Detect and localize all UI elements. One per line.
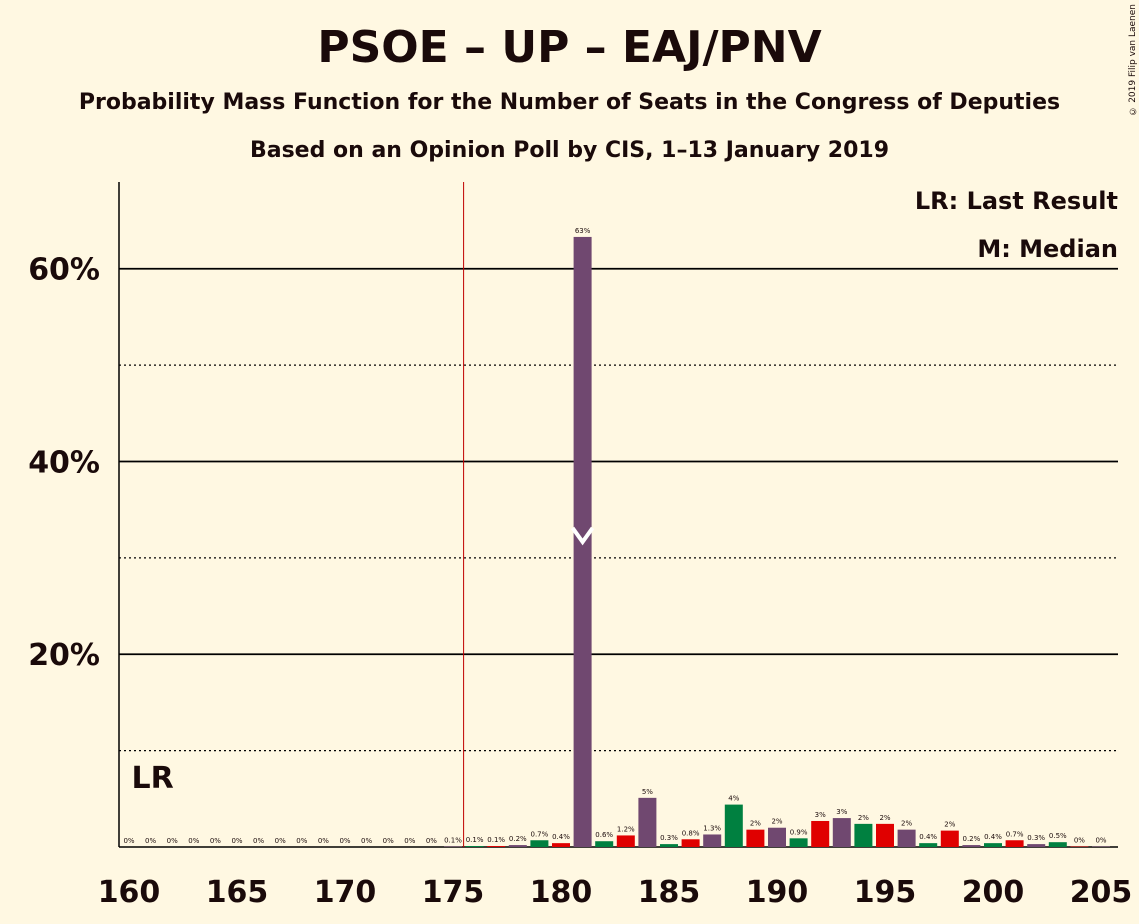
bar-data-label: 0.9% [790, 828, 808, 836]
bar-data-label: 2% [944, 821, 955, 829]
x-tick-label: 165 [206, 875, 269, 910]
bar [768, 827, 786, 847]
bar-data-label: 0.8% [682, 829, 700, 837]
bar-data-label: 2% [879, 814, 890, 822]
x-tick-label: 160 [98, 875, 161, 910]
x-tick-label: 200 [962, 875, 1025, 910]
bar-data-label: 4% [728, 795, 739, 803]
bar-data-label: 0.7% [1006, 830, 1024, 838]
bar-data-label: 3% [815, 811, 826, 819]
bar [530, 840, 549, 847]
bar-data-label: 0% [210, 837, 221, 845]
bar [746, 829, 765, 847]
x-tick-label: 170 [314, 875, 377, 910]
bar-data-label: 0% [1074, 837, 1085, 845]
bar-data-label: 0.7% [531, 830, 549, 838]
bar [681, 839, 700, 847]
bar-data-label: 0% [296, 837, 307, 845]
y-tick-label: 60% [28, 253, 100, 288]
bar [660, 844, 678, 847]
bar [940, 830, 959, 847]
bar [724, 804, 743, 847]
bar-data-label: 0.6% [595, 831, 613, 839]
legend-median: M: Median [977, 235, 1118, 263]
bar-data-label: 2% [771, 818, 782, 826]
bar-data-label: 0% [339, 837, 350, 845]
bar [854, 823, 873, 847]
bar-data-label: 0.4% [919, 833, 937, 841]
bar-data-label: 0% [1095, 837, 1106, 845]
bar-data-label: 5% [642, 788, 653, 796]
bar-data-label: 0.1% [444, 837, 462, 845]
bar [876, 823, 894, 847]
bar-data-label: 0% [167, 837, 178, 845]
bar-data-label: 0% [275, 837, 286, 845]
chart-subtitle-source: Based on an Opinion Poll by CIS, 1–13 Ja… [249, 138, 890, 163]
bar [595, 841, 614, 847]
bar [897, 829, 916, 847]
x-tick-label: 195 [854, 875, 917, 910]
bar-data-label: 0% [426, 837, 437, 845]
bar-data-label: 63% [575, 227, 591, 235]
bar [962, 845, 981, 847]
bar-data-label: 0.1% [466, 836, 484, 844]
x-tick-label: 205 [1070, 875, 1133, 910]
bar [552, 843, 570, 847]
bar [703, 834, 722, 847]
bar [616, 835, 635, 847]
bar-data-label: 1.2% [617, 825, 635, 833]
bar-data-label: 2% [901, 820, 912, 828]
bar-data-label: 0.5% [1049, 832, 1067, 840]
bar [832, 818, 851, 847]
bar-data-label: 0% [123, 837, 134, 845]
median-marker [570, 526, 595, 546]
bar-data-label: 0.3% [1027, 834, 1045, 842]
bar [1048, 842, 1067, 847]
x-tick-label: 185 [638, 875, 701, 910]
bar [465, 846, 484, 847]
bar-data-label: 0.4% [984, 833, 1002, 841]
bar-data-label: 0.1% [487, 836, 505, 844]
bar [789, 838, 808, 847]
chart-title: PSOE – UP – EAJ/PNV [317, 22, 822, 73]
y-tick-label: 40% [28, 445, 100, 480]
bar-data-label: 0% [361, 837, 372, 845]
bar-data-label: 0.2% [509, 835, 527, 843]
legend-last-result: LR: Last Result [915, 187, 1118, 215]
bar [984, 843, 1002, 847]
bar-data-label: 0.4% [552, 833, 570, 841]
bar-data-label: 1.3% [703, 824, 721, 832]
bar [1027, 844, 1046, 847]
bar-data-label: 0.3% [660, 834, 678, 842]
bar-data-label: 2% [858, 814, 869, 822]
bar-data-label: 0% [404, 837, 415, 845]
bar-data-label: 0.2% [963, 835, 981, 843]
bar-data-label: 0% [188, 837, 199, 845]
bar-data-label: 3% [836, 808, 847, 816]
bar-data-label: 0% [253, 837, 264, 845]
bar-data-label: 0% [231, 837, 242, 845]
bar [919, 843, 938, 847]
bar [508, 845, 527, 847]
bar-data-label: 0% [145, 837, 156, 845]
bar [638, 797, 657, 847]
last-result-marker: LR [131, 761, 173, 796]
bar [811, 820, 830, 847]
x-tick-label: 175 [422, 875, 485, 910]
y-tick-label: 20% [28, 638, 100, 673]
chart-subtitle: Probability Mass Function for the Number… [78, 90, 1061, 115]
x-tick-label: 180 [530, 875, 593, 910]
x-tick-label: 190 [746, 875, 809, 910]
bar-data-label: 0% [383, 837, 394, 845]
bar-data-label: 2% [750, 820, 761, 828]
bar [487, 846, 506, 847]
bar-data-label: 0% [318, 837, 329, 845]
bar [1005, 840, 1024, 847]
